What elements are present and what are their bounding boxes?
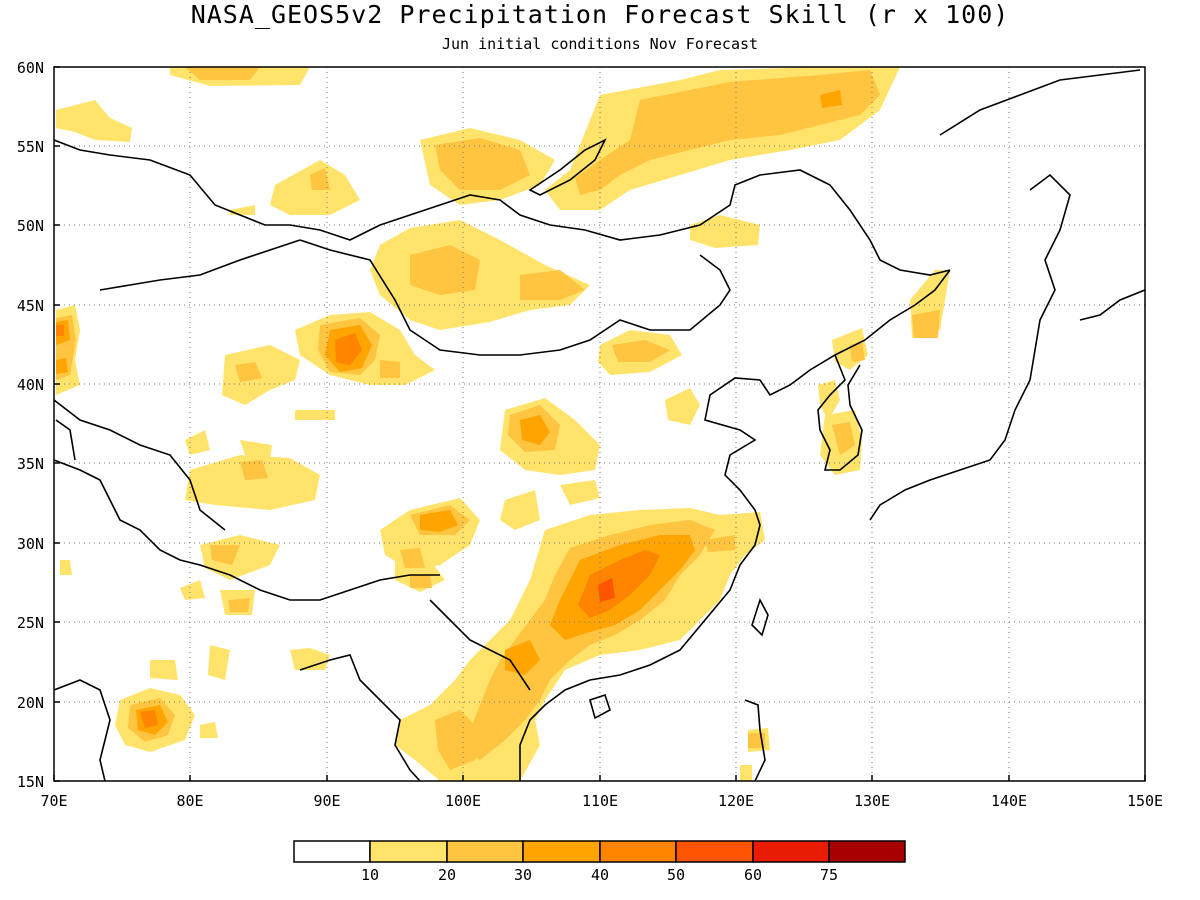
lat-tick-marks [54, 66, 60, 782]
lon-label-110e: 110E [582, 792, 618, 810]
colorbar-label-60: 60 [744, 866, 762, 884]
lon-label-80e: 80E [176, 792, 203, 810]
lat-label-15n: 15N [17, 773, 44, 791]
map-grid [54, 67, 1145, 781]
lat-label-45n: 45N [17, 297, 44, 315]
colorbar-swatch-2 [446, 840, 524, 863]
skill-band-50-60 [598, 578, 615, 602]
colorbar-swatch-4 [599, 840, 677, 863]
colorbar-swatch-0 [293, 840, 371, 863]
lat-label-35n: 35N [17, 455, 44, 473]
colorbar-swatch-5 [675, 840, 754, 863]
lat-label-40n: 40N [17, 376, 44, 394]
skill-band-20-30 [56, 67, 940, 770]
lat-label-55n: 55N [17, 138, 44, 156]
colorbar-label-20: 20 [438, 866, 456, 884]
coastlines-borders [54, 69, 1145, 781]
lon-label-140e: 140E [991, 792, 1027, 810]
lon-label-100e: 100E [445, 792, 481, 810]
skill-shading [56, 67, 950, 781]
lon-label-90e: 90E [313, 792, 340, 810]
colorbar-swatch-1 [369, 840, 448, 863]
lon-tick-marks [53, 775, 1146, 781]
lat-label-20n: 20N [17, 694, 44, 712]
lon-label-130e: 130E [854, 792, 890, 810]
skill-band-40-50 [56, 325, 660, 728]
colorbar-label-10: 10 [361, 866, 379, 884]
lon-label-120e: 120E [718, 792, 754, 810]
lat-label-25n: 25N [17, 614, 44, 632]
map-subtitle: Jun initial conditions Nov Forecast [441, 35, 759, 53]
lat-label-30n: 30N [17, 535, 44, 553]
lat-label-50n: 50N [17, 217, 44, 235]
lat-label-60n: 60N [17, 59, 44, 77]
colorbar-swatch-6 [752, 840, 830, 863]
colorbar: 10 20 30 40 50 60 75 [293, 840, 906, 884]
lon-label-150e: 150E [1127, 792, 1163, 810]
colorbar-swatch-7 [828, 840, 906, 863]
colorbar-label-75: 75 [820, 866, 838, 884]
colorbar-label-50: 50 [667, 866, 685, 884]
colorbar-label-40: 40 [591, 866, 609, 884]
map-title: NASA_GEOS5v2 Precipitation Forecast Skil… [190, 0, 1010, 29]
lon-label-70e: 70E [40, 792, 67, 810]
colorbar-swatch-3 [522, 840, 601, 863]
colorbar-label-30: 30 [514, 866, 532, 884]
